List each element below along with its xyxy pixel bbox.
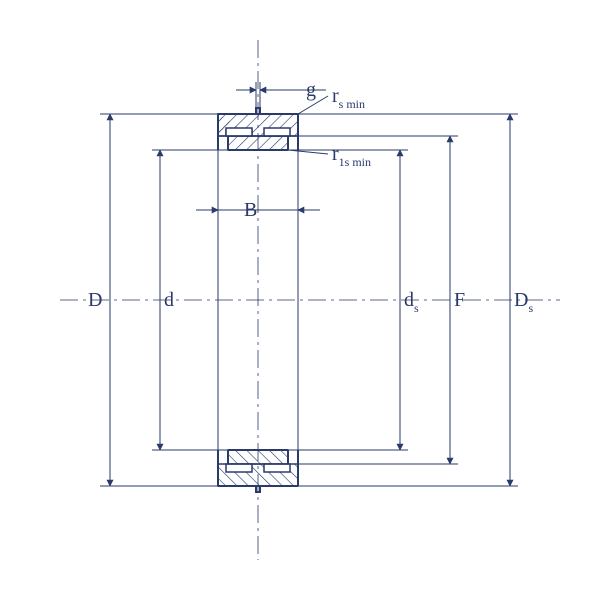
bearing-diagram: D d B g ds F Ds rs min r1s min bbox=[0, 0, 600, 600]
label-rs: rs min bbox=[332, 85, 365, 111]
outer-groove-top-1 bbox=[226, 128, 252, 136]
label-g: g bbox=[306, 79, 316, 101]
outer-groove-top-2 bbox=[264, 128, 290, 136]
label-F: F bbox=[454, 289, 465, 311]
label-B: B bbox=[244, 199, 257, 221]
label-d: d bbox=[164, 289, 174, 311]
callout-r1s bbox=[288, 150, 328, 154]
bearing-bottom-half bbox=[218, 450, 298, 492]
inner-ring-top bbox=[228, 136, 288, 150]
label-r1s: r1s min bbox=[332, 143, 371, 169]
label-Ds: Ds bbox=[514, 289, 533, 315]
label-ds: ds bbox=[404, 289, 419, 315]
bearing-top-half bbox=[218, 108, 298, 150]
label-D: D bbox=[88, 289, 102, 311]
